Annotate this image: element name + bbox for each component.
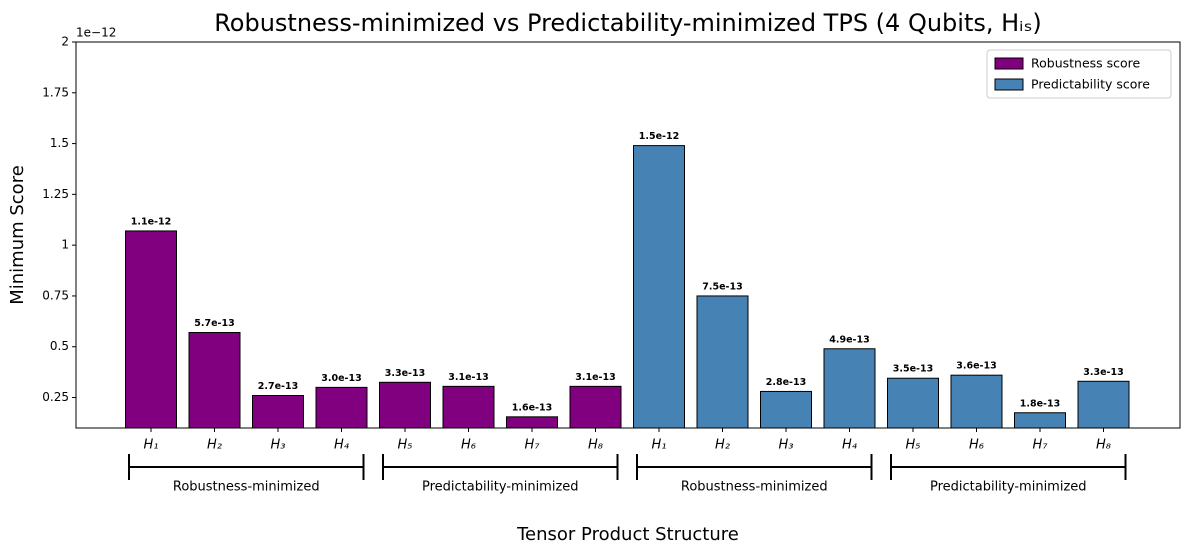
bar: [887, 377, 939, 429]
y-tick-label: 0.75: [42, 288, 69, 302]
bar: [1077, 380, 1130, 429]
y-tick-label: 1.5: [50, 136, 69, 150]
value-label: 3.5e-13: [893, 364, 933, 375]
bar: [569, 385, 622, 429]
value-label: 7.5e-13: [702, 281, 742, 292]
x-tick-label: H₅: [398, 438, 413, 453]
value-label: 3.0e-13: [321, 373, 361, 384]
x-tick-label: H₃: [271, 438, 286, 453]
value-label: 4.9e-13: [829, 334, 869, 345]
legend-label: Robustness score: [1031, 56, 1141, 71]
bar: [442, 385, 495, 429]
bar: [760, 390, 812, 429]
value-label: 1.6e-13: [512, 402, 552, 413]
value-label: 3.3e-13: [385, 368, 425, 379]
value-label: 3.3e-13: [1083, 367, 1123, 378]
x-tick-label: H₆: [969, 438, 984, 453]
x-tick-label: H₂: [715, 438, 730, 453]
bar: [1014, 412, 1066, 429]
x-tick-label: H₃: [779, 438, 794, 453]
bar: [823, 348, 876, 429]
bar: [633, 145, 685, 429]
x-tick-label: H₇: [1033, 438, 1049, 453]
legend-label: Predictability score: [1031, 77, 1150, 92]
bar: [696, 295, 749, 429]
bar: [379, 381, 431, 429]
x-tick-label: H₁: [144, 438, 159, 453]
group-label: Predictability-minimized: [930, 480, 1087, 495]
bar: [188, 332, 241, 429]
value-label: 1.8e-13: [1020, 398, 1060, 409]
group-label: Robustness-minimized: [681, 480, 828, 495]
y-tick-label: 1.75: [42, 85, 69, 99]
value-label: 5.7e-13: [194, 318, 234, 329]
bar: [125, 230, 177, 429]
value-label: 3.1e-13: [575, 372, 615, 383]
y-offset-label: 1e−12: [76, 26, 116, 40]
legend-swatch: [994, 78, 1024, 91]
y-tick-label: 1.25: [42, 187, 69, 201]
y-tick-label: 0.25: [42, 390, 69, 404]
bar: [315, 386, 368, 429]
y-tick-label: 0.5: [50, 339, 69, 353]
x-tick-label: H₆: [461, 438, 476, 453]
x-tick-label: H₈: [588, 438, 603, 453]
y-tick-label: 1: [61, 238, 69, 252]
x-tick-label: H₄: [842, 438, 858, 453]
x-axis-label: Tensor Product Structure: [516, 524, 739, 545]
legend-swatch: [994, 57, 1024, 70]
x-tick-label: H₁: [652, 438, 667, 453]
bar: [950, 374, 1003, 429]
value-label: 2.7e-13: [258, 381, 298, 392]
group-label: Robustness-minimized: [173, 480, 320, 495]
x-tick-label: H₇: [525, 438, 541, 453]
value-label: 3.6e-13: [956, 361, 996, 372]
value-label: 1.5e-12: [639, 131, 679, 142]
bar: [506, 416, 558, 429]
y-tick-label: 2: [61, 35, 69, 49]
chart-title: Robustness-minimized vs Predictability-m…: [214, 9, 1042, 37]
x-tick-label: H₅: [906, 438, 921, 453]
value-label: 2.8e-13: [766, 377, 806, 388]
group-label: Predictability-minimized: [422, 480, 579, 495]
bar: [252, 394, 304, 429]
legend-box: [986, 49, 1172, 99]
value-label: 3.1e-13: [448, 372, 488, 383]
plot-frame: [75, 41, 1181, 429]
x-tick-label: H₄: [334, 438, 350, 453]
x-tick-label: H₈: [1096, 438, 1111, 453]
x-tick-label: H₂: [207, 438, 222, 453]
y-axis-label: Minimum Score: [7, 165, 28, 305]
value-label: 1.1e-12: [131, 216, 171, 227]
